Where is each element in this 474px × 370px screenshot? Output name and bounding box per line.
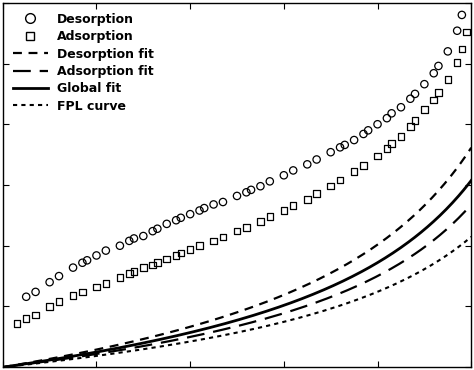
Point [411, 118, 419, 124]
Point [383, 146, 391, 152]
Point [32, 312, 39, 318]
Point [397, 104, 405, 110]
Point [243, 189, 250, 195]
Point [374, 121, 381, 127]
Point [126, 271, 133, 277]
Point [201, 205, 208, 211]
Point [154, 260, 161, 266]
Point [102, 280, 109, 286]
Point [196, 208, 203, 213]
Point [177, 215, 184, 221]
Point [163, 221, 171, 227]
Point [266, 213, 273, 219]
Point [435, 63, 442, 69]
Point [303, 161, 311, 167]
Point [420, 81, 428, 87]
Point [453, 28, 461, 34]
Point [430, 97, 438, 103]
Point [313, 191, 320, 196]
Point [388, 110, 395, 116]
Point [430, 70, 438, 76]
Point [83, 258, 91, 263]
Point [374, 153, 381, 159]
Point [463, 29, 470, 35]
Point [256, 183, 264, 189]
Point [350, 169, 358, 175]
Point [397, 134, 405, 139]
Point [22, 316, 30, 322]
Point [458, 12, 465, 18]
Point [173, 252, 180, 258]
Point [93, 284, 100, 290]
Point [219, 199, 227, 205]
Point [327, 183, 335, 189]
Point [407, 124, 414, 130]
Point [388, 141, 395, 147]
Point [196, 243, 203, 249]
Point [327, 149, 335, 155]
Point [233, 228, 241, 234]
Point [116, 243, 124, 249]
Point [444, 48, 452, 54]
Point [210, 202, 218, 208]
Point [46, 303, 54, 309]
Point [407, 96, 414, 102]
Point [444, 76, 452, 82]
Point [360, 131, 367, 137]
Point [46, 279, 54, 285]
Point [102, 248, 109, 253]
Point [163, 256, 171, 262]
Point [290, 203, 297, 209]
Point [411, 91, 419, 97]
Point [116, 275, 124, 280]
Point [233, 193, 241, 199]
Point [336, 177, 344, 183]
Point [126, 238, 133, 244]
Point [247, 187, 255, 193]
Point [79, 260, 86, 266]
Point [383, 115, 391, 121]
Point [280, 172, 288, 178]
Point [350, 137, 358, 143]
Point [186, 211, 194, 217]
Point [243, 225, 250, 231]
Point [55, 273, 63, 279]
Point [69, 293, 77, 299]
Point [360, 162, 367, 168]
Point [219, 234, 227, 240]
Point [173, 217, 180, 223]
Point [149, 228, 156, 234]
Point [420, 107, 428, 112]
Point [149, 262, 156, 268]
Point [341, 142, 348, 148]
Point [130, 235, 138, 241]
Point [177, 250, 184, 256]
Point [55, 299, 63, 305]
Legend: Desorption, Adsorption, Desorption fit, Adsorption fit, Global fit, FPL curve: Desorption, Adsorption, Desorption fit, … [9, 9, 157, 117]
Point [139, 233, 147, 239]
Point [280, 208, 288, 213]
Point [139, 265, 147, 270]
Point [32, 289, 39, 295]
Point [256, 218, 264, 224]
Point [93, 252, 100, 258]
Point [186, 246, 194, 252]
Point [290, 168, 297, 174]
Point [303, 196, 311, 202]
Point [458, 46, 465, 52]
Point [266, 178, 273, 184]
Point [154, 226, 161, 232]
Point [336, 144, 344, 150]
Point [210, 238, 218, 244]
Point [453, 59, 461, 65]
Point [435, 90, 442, 95]
Point [130, 268, 138, 274]
Point [365, 127, 372, 133]
Point [22, 294, 30, 300]
Point [69, 265, 77, 270]
Point [79, 289, 86, 295]
Point [13, 320, 21, 326]
Point [313, 157, 320, 162]
